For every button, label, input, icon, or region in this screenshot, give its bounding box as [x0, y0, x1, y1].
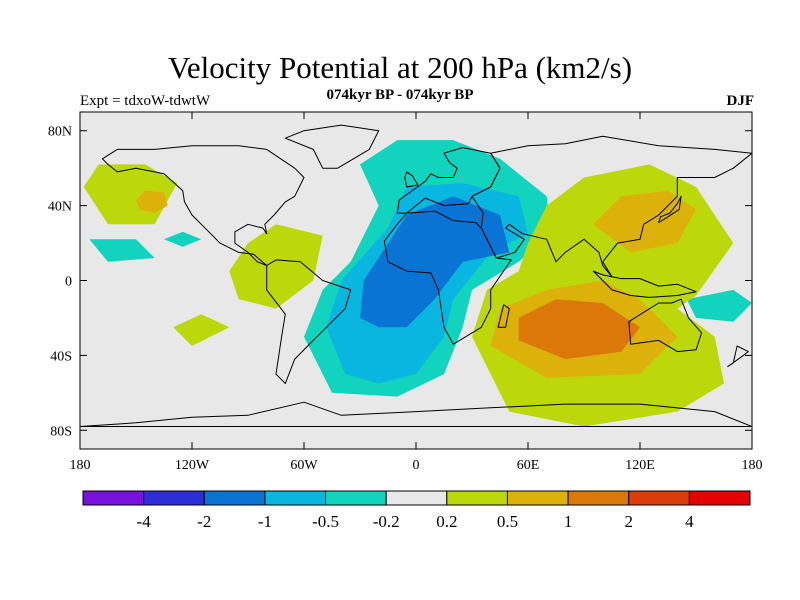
colorbar-swatch — [567, 490, 630, 506]
coastline-madagascar — [497, 304, 510, 328]
colorbar-swatch — [446, 490, 508, 506]
colorbar-label: 0.5 — [497, 512, 518, 531]
coastline-north-america — [101, 145, 305, 266]
colorbar-swatch — [203, 490, 266, 506]
colorbar-label: -2 — [197, 512, 211, 531]
contour-region — [593, 190, 696, 253]
coastline-australia — [628, 298, 703, 353]
colorbar-label: -1 — [258, 512, 272, 531]
chart-title: Velocity Potential at 200 hPa (km2/s) — [167, 50, 633, 85]
colorbar-label: -4 — [137, 512, 152, 531]
x-tick-label: 0 — [413, 458, 420, 473]
colorbar-swatch — [385, 490, 448, 506]
x-tick-label: 180 — [742, 458, 763, 473]
colorbar-swatch — [506, 490, 569, 506]
contour-region — [89, 239, 155, 262]
colorbar-label: -0.5 — [312, 512, 339, 531]
coastline-europe — [396, 147, 501, 214]
coastline-indonesia — [592, 270, 697, 298]
chart-subtitle: 074kyr BP - 074kyr BP — [326, 87, 474, 103]
colorbar-label: 2 — [624, 512, 633, 531]
axis-layer: 180 120W 60W 0 60E 120E 180 80N 40N 0 40S 80S — [48, 112, 763, 473]
colorbar-swatch — [325, 490, 387, 506]
x-tick-label: 60E — [517, 458, 540, 473]
colorbar-swatch — [628, 490, 690, 506]
contour-region — [136, 190, 168, 214]
colorbar-swatch — [82, 490, 145, 506]
colorbar-label: 4 — [685, 512, 694, 531]
experiment-label: Expt = tdxoW-tdwtW — [80, 93, 211, 109]
x-tick-label: 180 — [70, 458, 91, 473]
colorbar-swatch — [264, 490, 327, 506]
colorbar-swatch — [688, 490, 751, 506]
x-tick-label: 60W — [290, 458, 318, 473]
y-tick-label: 0 — [65, 275, 72, 290]
colorbar-label: 1 — [564, 512, 573, 531]
contour-region — [518, 299, 640, 360]
contour-region — [360, 196, 510, 328]
colorbar: -4 -2 -1 -0.5 -0.2 0.2 0.5 1 2 4 — [82, 490, 751, 531]
y-tick-label: 40S — [50, 349, 72, 364]
colorbar-label: 0.2 — [436, 512, 457, 531]
coastline-britain — [404, 171, 419, 188]
y-tick-label: 40N — [48, 200, 72, 215]
x-tick-label: 120W — [175, 458, 210, 473]
contour-region — [173, 314, 230, 346]
x-tick-label: 120E — [625, 458, 655, 473]
coastline-south-america — [266, 259, 352, 384]
coastline-new-zealand — [727, 345, 749, 368]
coastline-asia — [471, 135, 752, 278]
y-tick-label: 80S — [50, 424, 72, 439]
coastline-japan — [658, 195, 682, 223]
contour-region — [686, 289, 752, 322]
colorbar-swatch — [143, 490, 205, 506]
contour-fill-layer — [83, 140, 752, 427]
contour-region — [164, 231, 202, 247]
coastline-antarctica — [80, 401, 752, 427]
colorbar-label: -0.2 — [373, 512, 400, 531]
contour-region — [229, 224, 323, 309]
season-label: DJF — [726, 93, 755, 109]
y-tick-label: 80N — [48, 125, 72, 140]
coastline-greenland — [284, 124, 380, 169]
coastline-layer — [80, 124, 752, 427]
coastline-africa — [383, 210, 512, 345]
